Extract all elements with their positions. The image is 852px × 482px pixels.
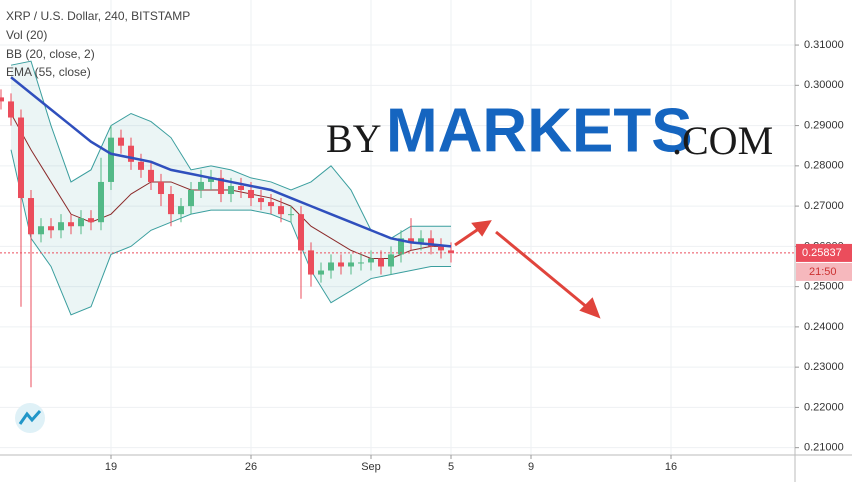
candle-body [98, 181, 104, 223]
candle-body [408, 238, 414, 243]
candle-body [368, 258, 374, 263]
y-tick-label: 0.31000 [804, 39, 844, 51]
candle-body [268, 202, 274, 207]
candle-body [428, 238, 434, 247]
candle-body [28, 198, 34, 235]
candle-body [138, 161, 144, 170]
candle-body [338, 262, 344, 267]
candle-body [288, 214, 294, 216]
candle-body [328, 262, 334, 271]
plot [0, 60, 795, 388]
candle-body [348, 262, 354, 267]
arrow-head [471, 220, 492, 237]
arrow-head [579, 297, 601, 319]
legend-ema: EMA (55, close) [6, 65, 91, 79]
candle-body [318, 270, 324, 275]
bb-lower [10, 149, 451, 316]
x-tick-label: 9 [528, 461, 534, 473]
candle-body [128, 145, 134, 162]
candle-body [78, 218, 84, 227]
axes: 0.210000.220000.230000.240000.250000.260… [105, 39, 852, 473]
candle-body [48, 226, 54, 231]
x-tick-label: 19 [105, 461, 117, 473]
candle-body [298, 214, 304, 251]
candle-body [18, 117, 24, 199]
candle-body [378, 258, 384, 267]
legend-bb: BB (20, close, 2) [6, 47, 95, 61]
y-tick-label: 0.25000 [804, 281, 844, 293]
candle-body [198, 181, 204, 190]
candle-body [58, 222, 64, 231]
grid [0, 0, 795, 455]
ema-line [10, 76, 452, 248]
price-label: 0.25837 [802, 247, 842, 259]
watermark-com: .COM [672, 118, 773, 163]
time-label: 21:50 [809, 266, 837, 278]
candle-body [448, 250, 454, 253]
candle-body [258, 198, 264, 203]
candle-body [108, 137, 114, 182]
time-badge [796, 262, 852, 281]
arrow-up [454, 226, 481, 247]
arrow-down [495, 230, 589, 310]
candle-body [398, 238, 404, 255]
candle-body [68, 222, 74, 227]
candle-body [388, 254, 394, 267]
y-tick-label: 0.23000 [804, 361, 844, 373]
candle-body [178, 206, 184, 215]
candle-body [278, 206, 284, 215]
candle-body [148, 169, 154, 182]
watermark: BY MARKETS .COM [326, 96, 773, 165]
candle-body [358, 262, 364, 264]
candle-body [0, 97, 5, 102]
watermark-by: BY [326, 116, 382, 161]
candle-body [88, 218, 94, 223]
y-tick-label: 0.27000 [804, 200, 844, 212]
candle-body [248, 189, 254, 199]
y-tick-label: 0.30000 [804, 79, 844, 91]
candle-body [208, 177, 214, 182]
forecast-arrows [454, 220, 601, 319]
y-tick-label: 0.28000 [804, 160, 844, 172]
candle-body [168, 194, 174, 215]
y-tick-label: 0.22000 [804, 401, 844, 413]
x-tick-label: 16 [665, 461, 677, 473]
x-tick-label: 5 [448, 461, 454, 473]
legend: XRP / U.S. Dollar, 240, BITSTAMP Vol (20… [6, 9, 190, 79]
legend-vol: Vol (20) [6, 28, 47, 42]
logo-icon [18, 410, 42, 425]
y-tick-label: 0.21000 [804, 442, 844, 454]
candle-body [118, 137, 124, 146]
candle-body [228, 185, 234, 195]
y-tick-label: 0.24000 [804, 321, 844, 333]
legend-symbol: XRP / U.S. Dollar, 240, BITSTAMP [6, 9, 190, 23]
candle-body [8, 101, 14, 118]
x-tick-label: 26 [245, 461, 257, 473]
candle-body [438, 246, 444, 251]
candle-body [188, 189, 194, 207]
candle-body [418, 238, 424, 243]
logo [15, 403, 45, 433]
candle-body [218, 177, 224, 195]
y-tick-label: 0.29000 [804, 119, 844, 131]
candle-body [158, 181, 164, 195]
x-tick-label: Sep [361, 461, 381, 473]
candle-body [238, 185, 244, 190]
watermark-markets: MARKETS [386, 96, 693, 165]
candle-body [38, 226, 44, 235]
candle-body [308, 250, 314, 275]
price-badge [796, 243, 852, 262]
